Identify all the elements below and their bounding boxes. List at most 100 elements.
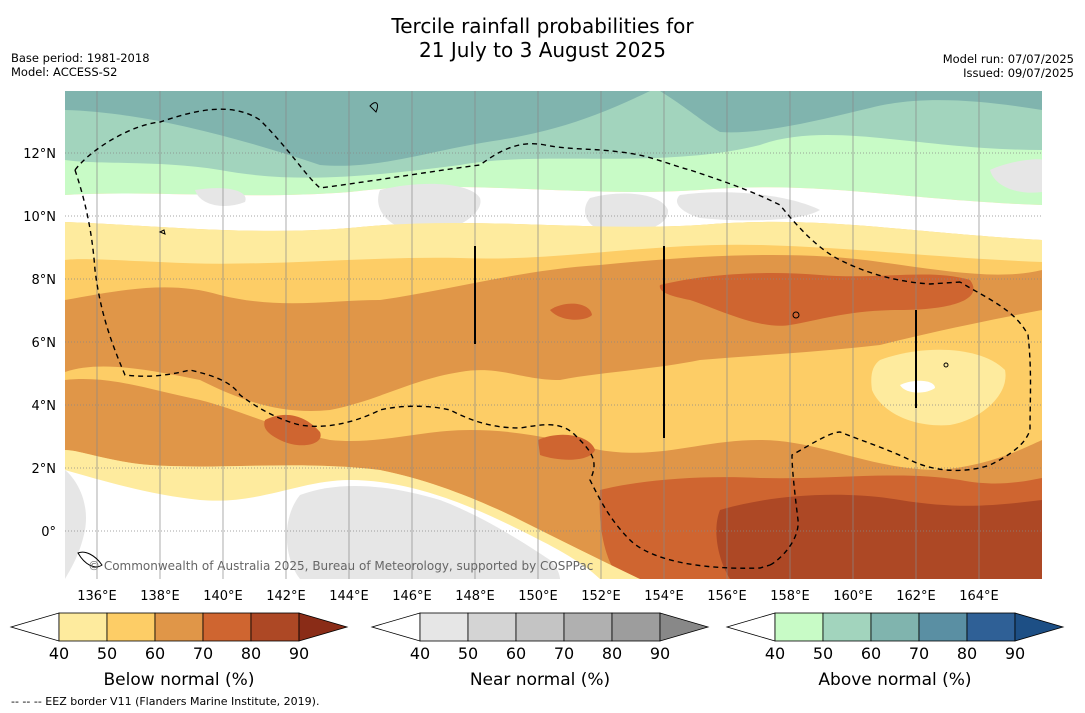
marker-lines <box>474 246 917 438</box>
colorbar-title: Below normal (%) <box>104 670 255 690</box>
lon-label: 140°E <box>203 589 243 604</box>
colorbar-legends: 40 50 60 70 80 90 Below normal (%) 40 50 60 70 80 90… <box>9 612 1065 690</box>
colorbar-tick-label: 60 <box>506 644 526 663</box>
colorbar-tick-label: 50 <box>813 644 833 663</box>
lon-label: 136°E <box>77 589 117 604</box>
near-normal-blob-2 <box>585 193 669 234</box>
colorbar-tick-label: 90 <box>289 644 309 663</box>
colorbar-cell <box>419 612 469 642</box>
colorbar-cell <box>106 612 156 642</box>
lon-label: 162°E <box>896 589 936 604</box>
lon-label: 146°E <box>392 589 432 604</box>
model-run: Model run: 07/07/2025 <box>942 52 1074 66</box>
colorbar-arrow-left <box>725 612 776 642</box>
colorbar-cell <box>202 612 252 642</box>
white-band <box>65 186 1042 240</box>
below-normal-40-50-north <box>65 221 1042 264</box>
near-normal-south <box>286 485 560 579</box>
model-name: Model: ACCESS-S2 <box>11 65 118 79</box>
colorbar-arrow-right <box>1014 612 1065 642</box>
colorbar-tick-label: 40 <box>765 644 785 663</box>
island-pohnpei <box>792 311 800 319</box>
colorbar-cell <box>250 612 300 642</box>
island-new-guinea-coast <box>77 551 103 568</box>
colorbar-cell <box>154 612 204 642</box>
below-normal-70-80-small <box>550 303 592 320</box>
colorbar-arrow-left <box>370 612 421 642</box>
colorbar-arrow-right <box>298 612 349 642</box>
latitude-labels: 12°N 10°N 8°N 6°N 4°N 2°N 0° <box>23 147 56 540</box>
lon-label: 154°E <box>644 589 684 604</box>
lon-label: 142°E <box>266 589 306 604</box>
colorbar-tick-label: 80 <box>957 644 977 663</box>
map-title: Tercile rainfall probabilities for 21 Ju… <box>0 14 1085 62</box>
longitude-labels: 136°E 138°E 140°E 142°E 144°E 146°E 148°… <box>77 589 999 604</box>
below-normal-40-50-east <box>871 349 1006 426</box>
colorbar-tick-label: 50 <box>458 644 478 663</box>
colorbar-tick-label: 40 <box>49 644 69 663</box>
eez-footnote: -- -- -- EEZ border V11 (Flanders Marine… <box>11 695 320 708</box>
near-normal-southwest <box>65 470 86 579</box>
title-line-2: 21 July to 3 August 2025 <box>419 38 666 62</box>
colorbar-1: 40 50 60 70 80 90 Near normal (%) <box>370 612 710 690</box>
lon-label: 148°E <box>455 589 495 604</box>
colorbar-title: Above normal (%) <box>818 670 971 690</box>
meta-left: Base period: 1981-2018 Model: ACCESS-S2 <box>11 51 150 79</box>
below-normal-80-90 <box>716 494 1042 579</box>
lat-label: 6°N <box>32 336 57 351</box>
colorbar-cell <box>611 612 661 642</box>
colorbar-tick-label: 60 <box>861 644 881 663</box>
lon-label: 150°E <box>518 589 558 604</box>
colorbar-arrow-left <box>9 612 60 642</box>
colorbar-2: 40 50 60 70 80 90 Above normal (%) <box>725 612 1065 690</box>
below-normal-70-80-west <box>264 414 321 446</box>
lat-label: 12°N <box>23 147 56 162</box>
lat-label: 10°N <box>23 210 56 225</box>
lat-label: 2°N <box>32 462 57 477</box>
colorbar-cell <box>870 612 920 642</box>
meta-right: Model run: 07/07/2025 Issued: 09/07/2025 <box>943 52 1074 80</box>
lat-label: 8°N <box>32 273 57 288</box>
below-normal-70-80-east <box>659 273 974 326</box>
colorbar-arrow-right <box>659 612 710 642</box>
near-normal-blob-5 <box>195 188 246 206</box>
colorbar-tick-label: 60 <box>145 644 165 663</box>
colorbar-tick-label: 40 <box>410 644 430 663</box>
island-palau <box>158 229 166 235</box>
colorbar-0: 40 50 60 70 80 90 Below normal (%) <box>9 612 349 690</box>
colorbar-tick-label: 90 <box>650 644 670 663</box>
base-period: Base period: 1981-2018 <box>11 51 150 65</box>
near-normal-blob-4 <box>990 159 1042 193</box>
lat-label: 0° <box>41 525 56 540</box>
colorbar-tick-label: 80 <box>241 644 261 663</box>
colorbar-tick-label: 50 <box>97 644 117 663</box>
near-normal-blob-3 <box>676 192 820 221</box>
lon-label: 138°E <box>140 589 180 604</box>
colorbar-cell <box>918 612 968 642</box>
colorbar-tick-label: 90 <box>1005 644 1025 663</box>
lon-label: 164°E <box>959 589 999 604</box>
colorbar-cell <box>58 612 108 642</box>
rainfall-probability-field <box>65 91 1042 579</box>
lon-label: 156°E <box>707 589 747 604</box>
colorbar-cell <box>966 612 1016 642</box>
colorbar-cell <box>563 612 613 642</box>
colorbar-cell <box>822 612 872 642</box>
colorbar-tick-label: 80 <box>602 644 622 663</box>
colorbar-title: Near normal (%) <box>470 670 610 690</box>
lon-label: 158°E <box>770 589 810 604</box>
colorbar-tick-label: 70 <box>554 644 574 663</box>
above-normal-60-70 <box>65 91 1042 166</box>
lon-label: 160°E <box>833 589 873 604</box>
island-kosrae <box>943 362 949 368</box>
eez-borders <box>74 108 1032 569</box>
copyright-text: © Commonwealth of Australia 2025, Bureau… <box>88 559 593 573</box>
title-line-1: Tercile rainfall probabilities for <box>391 14 694 38</box>
colorbar-cell <box>467 612 517 642</box>
near-normal-blob-1 <box>378 183 481 233</box>
island-guam <box>369 102 378 113</box>
lon-label: 152°E <box>581 589 621 604</box>
issued-date: Issued: 09/07/2025 <box>963 66 1074 80</box>
colorbar-cell <box>515 612 565 642</box>
